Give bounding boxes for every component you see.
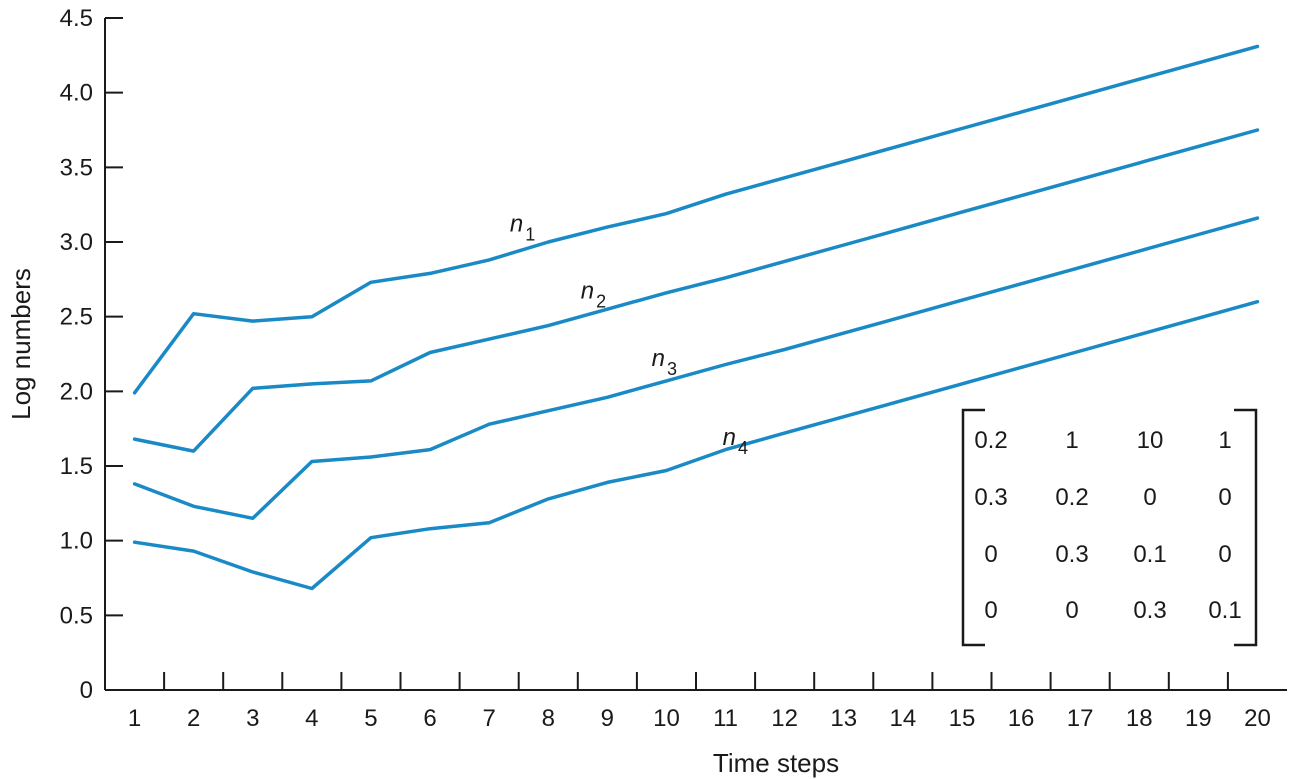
matrix-left-bracket: [961, 408, 985, 647]
y-tick-label: 0.5: [60, 602, 93, 629]
matrix-right-bracket: [1234, 408, 1258, 647]
series-lines: [132, 44, 1260, 591]
x-tick-label: 14: [889, 705, 916, 732]
x-tick-label: 6: [423, 705, 436, 732]
matrix-cell: 0: [984, 597, 997, 624]
y-tick-label: 0: [80, 677, 93, 704]
x-tick-label: 7: [482, 705, 495, 732]
x-tick-label: 19: [1185, 705, 1212, 732]
y-axis-title: Log numbers: [6, 268, 36, 420]
y-tick-label: 1.5: [60, 453, 93, 480]
series-line-n3: [132, 216, 1260, 521]
y-tick-label: 1.0: [60, 528, 93, 555]
matrix-cell: 0.2: [1055, 484, 1088, 511]
matrix-cell: 0.3: [1055, 541, 1088, 568]
x-axis-title: Time steps: [713, 748, 839, 778]
matrix-cell: 0: [1065, 597, 1078, 624]
matrix-cell: 0: [1143, 484, 1156, 511]
matrix-cell: 0: [1218, 541, 1231, 568]
transition-matrix: 0.2 1 10 1 0.3 0.2 0 0 0 0.3 0.1 0 0 0 0.3 0.1: [961, 408, 1258, 647]
matrix-cell: 0.2: [974, 427, 1007, 454]
x-tick-label: 2: [187, 705, 200, 732]
matrix-cell: 0.3: [974, 484, 1007, 511]
matrix-cell: 10: [1137, 427, 1164, 454]
matrix-cell: 1: [1218, 427, 1231, 454]
series-line-n2: [132, 128, 1260, 453]
y-tick-label: 2.0: [60, 378, 93, 405]
x-tick-label: 13: [830, 705, 857, 732]
x-tick-label: 8: [542, 705, 555, 732]
x-tick-label: 16: [1008, 705, 1035, 732]
matrix-cell: 0: [1218, 484, 1231, 511]
x-tick-label: 15: [949, 705, 976, 732]
y-tick-label: 3.5: [60, 154, 93, 181]
matrix-cell: 0.1: [1133, 541, 1166, 568]
x-tick-label: 1: [128, 705, 141, 732]
y-tick-label: 3.0: [60, 229, 93, 256]
matrix-cell: 1: [1065, 427, 1078, 454]
x-tick-label: 12: [771, 705, 798, 732]
y-tick-label: 2.5: [60, 304, 93, 331]
x-tick-label: 20: [1244, 705, 1271, 732]
y-tick-label: 4.0: [60, 80, 93, 107]
x-tick-label: 9: [601, 705, 614, 732]
x-tick-label: 4: [305, 705, 318, 732]
matrix-cell: 0.1: [1208, 597, 1241, 624]
series-line-n4: [132, 299, 1260, 591]
y-tick-label: 4.5: [60, 5, 93, 32]
x-tick-label: 18: [1126, 705, 1153, 732]
x-tick-label: 3: [246, 705, 259, 732]
series-line-n1: [132, 44, 1260, 395]
x-tick-label: 5: [364, 705, 377, 732]
x-tick-label: 10: [653, 705, 680, 732]
matrix-cell: 0.3: [1133, 597, 1166, 624]
x-tick-label: 17: [1067, 705, 1094, 732]
matrix-cell: 0: [984, 541, 997, 568]
x-tick-label: 11: [713, 705, 738, 732]
axes: 00.51.01.52.02.53.03.54.04.51 2 3 4 5 6 7 8 9 10 1…: [60, 5, 1287, 732]
series-labels: n 1 n 2 n 3 n 4: [510, 211, 748, 459]
